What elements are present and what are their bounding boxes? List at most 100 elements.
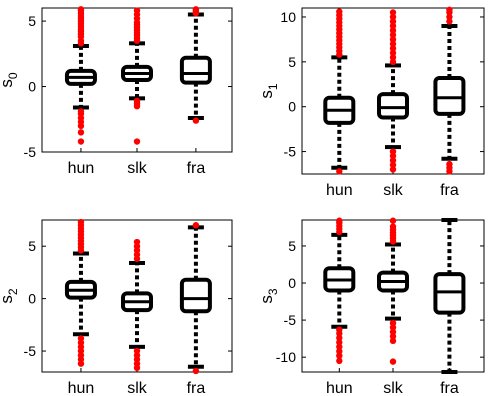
outlier-point bbox=[133, 7, 141, 14]
box-fra: fra bbox=[179, 6, 212, 177]
category-label: fra bbox=[440, 380, 459, 396]
outlier-point bbox=[446, 13, 453, 21]
box-hun: hun bbox=[323, 8, 356, 199]
outlier-point bbox=[389, 157, 397, 164]
outlier-point bbox=[192, 117, 200, 124]
y-axis-label: s3 bbox=[257, 288, 280, 304]
outlier-point bbox=[77, 129, 85, 136]
outlier-point bbox=[133, 138, 141, 145]
y-axis-label: s1 bbox=[257, 83, 280, 99]
y-tick-label: 5 bbox=[28, 13, 36, 29]
outlier-point bbox=[77, 218, 85, 226]
outlier-point bbox=[336, 8, 343, 15]
category-label: fra bbox=[440, 182, 459, 199]
outlier-point bbox=[192, 367, 200, 375]
outlier-point bbox=[389, 18, 397, 25]
box-hun: hun bbox=[323, 217, 356, 396]
y-tick-label: -5 bbox=[24, 144, 37, 160]
box-slk: slk bbox=[121, 238, 153, 396]
outlier-point bbox=[336, 326, 343, 333]
outlier-point bbox=[389, 13, 397, 21]
y-axis-label: s0 bbox=[0, 72, 20, 88]
category-label: fra bbox=[187, 380, 206, 396]
outlier-point bbox=[389, 161, 397, 169]
category-label: hun bbox=[326, 182, 353, 199]
outlier-point bbox=[192, 222, 200, 229]
outlier-point bbox=[389, 31, 397, 39]
category-label: fra bbox=[187, 160, 206, 177]
y-tick-label: 5 bbox=[28, 238, 36, 254]
outlier-point bbox=[192, 6, 200, 13]
outlier-point bbox=[336, 348, 343, 355]
outlier-point bbox=[77, 138, 85, 145]
y-tick-label: -5 bbox=[284, 312, 297, 328]
outlier-point bbox=[77, 335, 85, 342]
iqr-box bbox=[377, 92, 409, 120]
outlier-point bbox=[389, 333, 397, 340]
outlier-point bbox=[336, 339, 343, 346]
outlier-point bbox=[389, 358, 397, 365]
y-tick-label: -10 bbox=[276, 349, 296, 365]
outlier-point bbox=[446, 18, 453, 25]
outlier-point bbox=[389, 58, 397, 66]
y-tick-label: 10 bbox=[280, 9, 296, 25]
outlier-point bbox=[336, 357, 343, 365]
box-hun: hun bbox=[64, 218, 97, 396]
category-label: slk bbox=[383, 182, 404, 199]
outlier-point bbox=[389, 223, 397, 230]
outlier-point bbox=[336, 334, 343, 342]
outlier-point bbox=[389, 319, 397, 327]
outlier-point bbox=[389, 45, 397, 52]
outlier-point bbox=[133, 97, 141, 105]
category-label: slk bbox=[127, 160, 148, 177]
box-fra: fra bbox=[433, 6, 466, 199]
box-slk: slk bbox=[121, 7, 153, 177]
outlier-point bbox=[336, 168, 343, 175]
category-label: hun bbox=[68, 380, 95, 396]
outlier-point bbox=[389, 36, 397, 43]
y-axis-label: s2 bbox=[0, 288, 20, 304]
iqr-box bbox=[433, 75, 466, 116]
outlier-point bbox=[389, 49, 397, 57]
outlier-point bbox=[389, 166, 397, 173]
outlier-point bbox=[389, 152, 397, 160]
box-fra: fra bbox=[433, 218, 466, 396]
y-tick-label: 5 bbox=[288, 54, 296, 70]
y-tick-label: 5 bbox=[288, 238, 296, 254]
outlier-point bbox=[336, 352, 343, 359]
category-label: hun bbox=[326, 380, 353, 396]
outlier-point bbox=[446, 6, 453, 13]
outlier-point bbox=[389, 337, 397, 345]
outlier-point bbox=[77, 6, 85, 13]
category-label: slk bbox=[383, 380, 404, 396]
outlier-point bbox=[389, 217, 397, 224]
y-tick-label: -5 bbox=[284, 144, 297, 160]
outlier-point bbox=[133, 347, 141, 355]
outlier-point bbox=[389, 148, 397, 155]
outlier-point bbox=[389, 54, 397, 61]
box-fra: fra bbox=[179, 222, 212, 396]
iqr-box bbox=[179, 277, 212, 314]
outlier-point bbox=[389, 40, 397, 48]
y-tick-label: -5 bbox=[24, 343, 37, 359]
outlier-point bbox=[389, 27, 397, 34]
subplot-3: -10 -5 0 5 s3 hun slk fra bbox=[257, 217, 485, 396]
outlier-point bbox=[389, 324, 397, 331]
box-slk: slk bbox=[377, 9, 409, 199]
category-label: hun bbox=[68, 160, 95, 177]
outlier-point bbox=[133, 238, 141, 246]
outlier-point bbox=[336, 217, 343, 224]
y-tick-label: 0 bbox=[28, 79, 36, 95]
iqr-box bbox=[179, 55, 212, 85]
outlier-point bbox=[77, 108, 85, 115]
outlier-point bbox=[446, 160, 453, 168]
y-tick-label: 0 bbox=[288, 99, 296, 115]
outlier-point bbox=[389, 9, 397, 16]
outlier-point bbox=[389, 22, 397, 30]
box-hun: hun bbox=[64, 6, 97, 177]
box-slk: slk bbox=[377, 217, 409, 396]
outlier-point bbox=[389, 328, 397, 336]
category-label: slk bbox=[127, 380, 148, 396]
